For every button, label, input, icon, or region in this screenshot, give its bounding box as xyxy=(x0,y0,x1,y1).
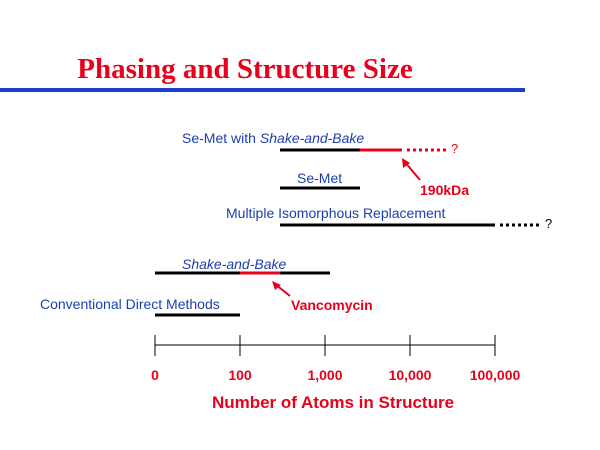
row-label: Se-Met xyxy=(297,170,342,186)
tick-label: 0 xyxy=(151,367,159,383)
unknown-mark: ? xyxy=(545,216,552,231)
row-label: Conventional Direct Methods xyxy=(40,296,220,312)
tick-label: 1,000 xyxy=(307,367,342,383)
annotation: 190kDa xyxy=(420,182,469,198)
row-label: Se-Met with Shake-and-Bake xyxy=(182,130,364,146)
row-label-italic: Shake-and-Bake xyxy=(260,130,365,146)
row-label: Shake-and-Bake xyxy=(182,256,287,272)
row-label: Multiple Isomorphous Replacement xyxy=(226,205,446,221)
arrowhead xyxy=(272,281,281,290)
arrowhead xyxy=(402,158,410,168)
tick-label: 10,000 xyxy=(389,367,432,383)
tick-label: 100 xyxy=(228,367,252,383)
tick-label: 100,000 xyxy=(470,367,521,383)
axis-title: Number of Atoms in Structure xyxy=(212,393,454,412)
title: Phasing and Structure Size xyxy=(77,53,413,85)
unknown-mark: ? xyxy=(451,141,458,156)
annotation: Vancomycin xyxy=(291,297,373,313)
axis: 0 100 1,000 10,000 100,000 xyxy=(151,335,521,383)
row-label-text: Se-Met with xyxy=(182,130,256,146)
